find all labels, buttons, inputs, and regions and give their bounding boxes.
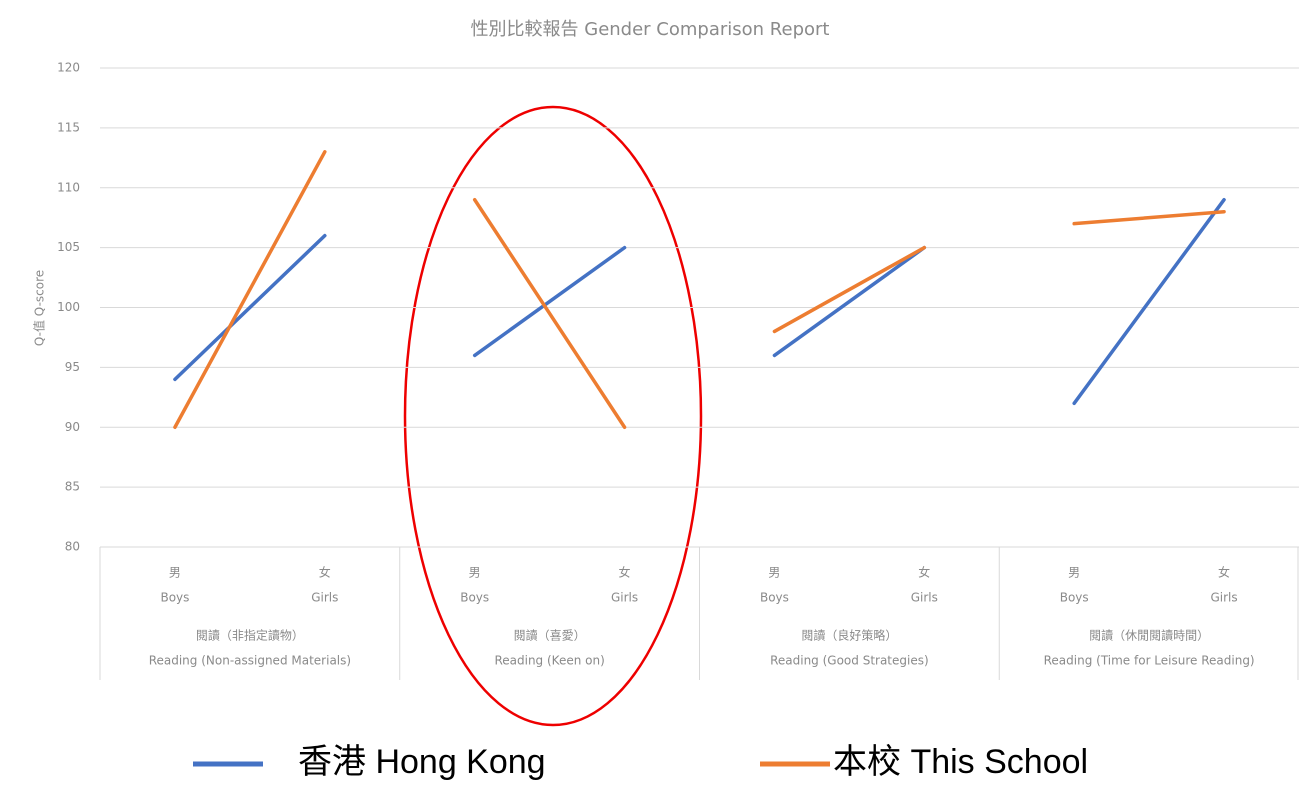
y-tick-label: 90 (65, 420, 80, 434)
y-tick-label: 85 (65, 480, 80, 494)
group-label: Reading (Time for Leisure Reading) (1044, 654, 1255, 668)
y-tick-label: 120 (57, 61, 80, 75)
y-tick-label: 110 (57, 180, 80, 194)
group-label-zh: 閱讀（休閒閱讀時間） (1089, 629, 1209, 643)
x-tick-label: Boys (760, 591, 789, 605)
y-tick-label: 105 (57, 240, 80, 254)
group-label: Reading (Non-assigned Materials) (149, 654, 351, 668)
legend-label: 香港 Hong Kong (298, 743, 546, 781)
x-tick-label-zh: 女 (1218, 565, 1230, 580)
group-label-zh: 閱讀（良好策略） (801, 628, 897, 643)
legend-label: 本校 This School (833, 743, 1088, 781)
line-segment (472, 245, 627, 358)
x-tick-label-zh: 男 (768, 566, 780, 580)
highlight-ellipse (403, 105, 703, 727)
y-tick-label: 80 (65, 540, 80, 554)
x-tick-label: Boys (460, 591, 489, 605)
x-tick-label-zh: 女 (918, 565, 930, 580)
y-tick-label: 95 (65, 360, 80, 374)
x-tick-label-zh: 男 (1068, 566, 1080, 580)
line-segment (472, 197, 627, 429)
x-tick-label: Girls (1210, 591, 1237, 605)
x-tick-label: Boys (1060, 591, 1089, 605)
group-label: Reading (Keen on) (494, 654, 604, 668)
x-tick-label-zh: 男 (169, 566, 181, 580)
y-tick-label: 115 (57, 120, 80, 134)
x-tick-label: Girls (611, 591, 638, 605)
x-tick-label: Boys (160, 591, 189, 605)
group-label-zh: 閱讀（喜愛） (514, 629, 586, 643)
line-segment (772, 245, 927, 334)
line-segment (1072, 209, 1226, 226)
y-axis-label: Q-值 Q-score (32, 270, 47, 346)
chart-title: 性別比較報告 Gender Comparison Report (471, 19, 830, 40)
group-label: Reading (Good Strategies) (770, 654, 929, 668)
line-segment (1072, 197, 1226, 406)
group-label-zh: 閱讀（非指定讀物） (196, 628, 304, 643)
x-tick-label-zh: 女 (319, 565, 331, 580)
line-segment (772, 245, 927, 358)
x-tick-label: Girls (911, 591, 938, 605)
line-segment (173, 150, 327, 429)
line-segment (173, 233, 327, 382)
x-tick-label: Girls (311, 591, 338, 605)
y-tick-label: 100 (57, 300, 80, 314)
x-tick-label-zh: 男 (469, 566, 481, 580)
x-tick-label-zh: 女 (619, 565, 631, 580)
